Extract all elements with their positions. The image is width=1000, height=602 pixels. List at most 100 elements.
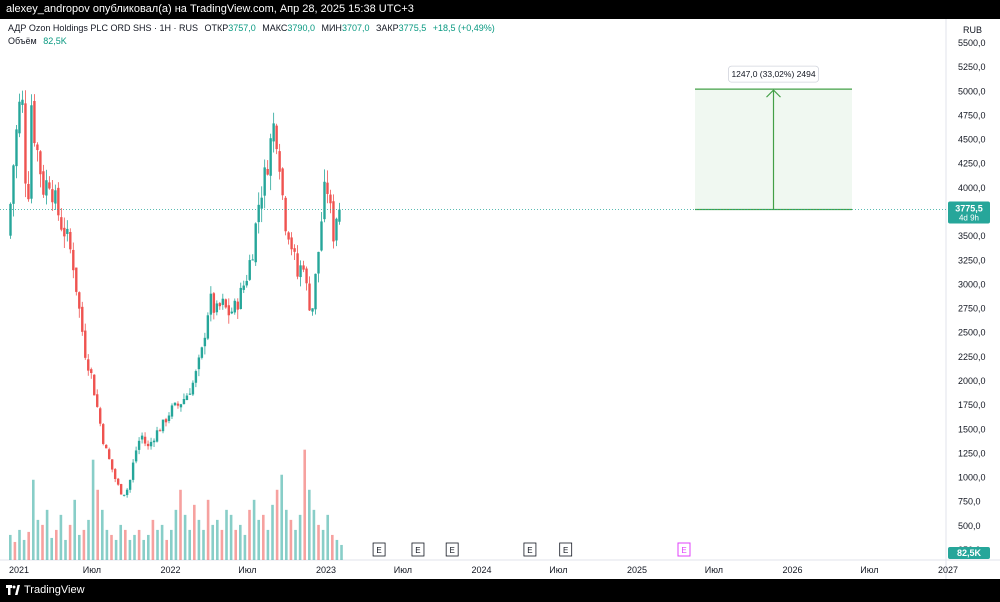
candle-body bbox=[329, 194, 332, 204]
candle-body bbox=[24, 103, 27, 184]
volume-bar bbox=[124, 529, 127, 560]
earnings-marker bbox=[559, 542, 573, 557]
candle-body bbox=[69, 231, 72, 250]
earnings-marker-label: E bbox=[376, 546, 381, 555]
candle-body bbox=[326, 182, 329, 194]
volume-bar bbox=[280, 474, 284, 560]
earnings-marker bbox=[372, 542, 386, 557]
legend-close-value: 3775,5 bbox=[398, 23, 427, 33]
candle-body bbox=[236, 301, 239, 310]
candle-body bbox=[233, 300, 236, 313]
volume-bar bbox=[13, 541, 17, 560]
candle-body bbox=[188, 393, 192, 395]
candle-body bbox=[51, 189, 54, 203]
candle-body bbox=[302, 265, 305, 270]
chart-area[interactable]: RUB 5500,0 5250,0 5000,0 4750,0 4500,0 4250,0 4… bbox=[0, 19, 1000, 579]
candle-body bbox=[242, 285, 245, 290]
y-tick-label: 4750,0 bbox=[958, 110, 986, 120]
measure-label-box bbox=[728, 65, 819, 83]
volume-bar bbox=[82, 529, 86, 560]
volume-bar bbox=[216, 519, 219, 560]
candle-body bbox=[179, 404, 183, 408]
volume-bar bbox=[211, 524, 215, 560]
candle-body bbox=[320, 221, 323, 251]
candle-body bbox=[263, 167, 266, 196]
candle-body bbox=[227, 305, 230, 316]
candle-body bbox=[102, 424, 105, 444]
publish-info-bar: alexey_andropov опубликовал(а) на Tradin… bbox=[0, 0, 1000, 19]
volume-bar bbox=[248, 509, 251, 560]
volume-bar bbox=[239, 524, 242, 560]
volume-bar bbox=[133, 534, 136, 560]
tradingview-logo: TradingView bbox=[6, 583, 85, 597]
candle-body bbox=[21, 99, 24, 105]
volume-bar bbox=[197, 519, 201, 560]
volume-bar bbox=[170, 529, 173, 560]
candle-body bbox=[266, 168, 269, 175]
y-tick-label: 3000,0 bbox=[958, 279, 986, 289]
x-tick-label: 2021 bbox=[9, 565, 29, 575]
candle-body bbox=[137, 440, 141, 450]
y-tick-label: 1000,0 bbox=[958, 473, 986, 483]
candle-body bbox=[314, 273, 317, 310]
measure-label: 1247,0 (33,02%) 2494 bbox=[731, 69, 815, 79]
candle-body bbox=[72, 249, 75, 271]
volume-bar bbox=[179, 489, 182, 560]
candle-body bbox=[110, 459, 114, 470]
y-tick-label: 4500,0 bbox=[958, 135, 986, 145]
legend-volume: Объём 82,5K bbox=[8, 36, 67, 46]
candle-body bbox=[203, 337, 207, 347]
earnings-marker-label: E bbox=[450, 546, 455, 555]
earnings-marker-label: E bbox=[415, 546, 420, 555]
volume-tag-value: 82,5K bbox=[957, 548, 982, 558]
candle-body bbox=[296, 253, 299, 277]
volume-bar bbox=[96, 489, 100, 560]
candle-body bbox=[269, 138, 272, 176]
earnings-marker bbox=[523, 542, 537, 557]
volume-bar bbox=[114, 539, 118, 560]
price-chart[interactable]: RUB 5500,0 5250,0 5000,0 4750,0 4500,0 4250,0 4… bbox=[0, 19, 1000, 579]
candle-body bbox=[42, 171, 45, 195]
volume-bar bbox=[64, 539, 67, 560]
x-tick-label: 2022 bbox=[161, 565, 181, 575]
candle-body bbox=[332, 201, 335, 242]
candle-body bbox=[308, 283, 311, 311]
volume-bar bbox=[340, 544, 343, 560]
candle-body bbox=[93, 374, 96, 396]
x-tick-label: 2025 bbox=[627, 565, 647, 575]
y-tick-label: 1250,0 bbox=[958, 448, 986, 458]
volume-bar bbox=[326, 514, 330, 560]
candle-body bbox=[215, 303, 219, 313]
candle-body bbox=[119, 484, 123, 495]
candle-body bbox=[155, 430, 159, 442]
volume-bar bbox=[91, 459, 95, 560]
earnings-marker-label: E bbox=[527, 546, 532, 555]
candle-body bbox=[48, 182, 51, 189]
volume-bar bbox=[234, 529, 238, 560]
x-tick-label: 2023 bbox=[316, 565, 336, 575]
volume-bar bbox=[101, 509, 104, 560]
volume-bar bbox=[41, 524, 44, 560]
volume-bar bbox=[105, 529, 109, 560]
candle-body bbox=[239, 287, 242, 309]
volume-bar bbox=[137, 529, 141, 560]
volume-bar bbox=[119, 524, 123, 560]
last-price-tag-countdown: 4d 9h bbox=[959, 214, 979, 223]
candle-body bbox=[90, 369, 93, 374]
x-tick-label: 2026 bbox=[783, 565, 803, 575]
volume-bar bbox=[220, 529, 224, 560]
x-tick-label: 2024 bbox=[472, 565, 492, 575]
candle-body bbox=[290, 237, 293, 250]
candle-body bbox=[299, 265, 302, 278]
candle-body bbox=[212, 293, 216, 313]
candle-body bbox=[78, 292, 81, 309]
volume-bar bbox=[156, 529, 159, 560]
candle-body bbox=[99, 408, 102, 424]
volume-bar bbox=[252, 499, 256, 560]
y-tick-label: 1500,0 bbox=[958, 424, 986, 434]
volume-bar bbox=[165, 539, 169, 560]
last-price-tag bbox=[948, 201, 990, 224]
candle-body bbox=[27, 183, 30, 200]
candle-body bbox=[107, 449, 111, 460]
volume-bar bbox=[78, 534, 81, 560]
